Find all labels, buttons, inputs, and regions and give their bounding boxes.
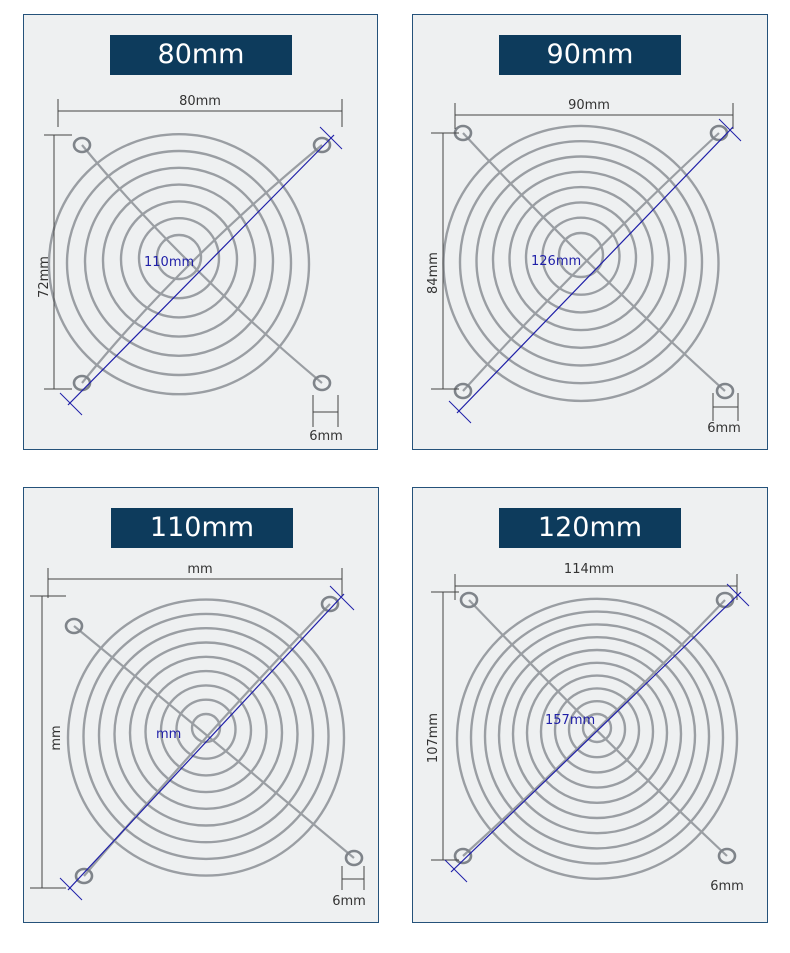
diagonal-tick-top — [319, 126, 343, 150]
guard-ring — [557, 231, 605, 279]
guard-ring — [469, 610, 725, 865]
diagonal-tick-bottom — [59, 877, 83, 901]
mounting-eyelet — [453, 382, 473, 400]
guard-ring — [144, 669, 268, 794]
guard-rings — [455, 597, 739, 881]
guard-ring — [524, 201, 638, 314]
diagonal-tick-top — [718, 118, 742, 142]
mounting-eyelet — [715, 382, 735, 400]
mounting-eyelet — [312, 136, 332, 154]
width-label: mm — [187, 562, 212, 577]
guard-spokes — [64, 595, 364, 885]
diagonal-tick-top — [726, 583, 750, 607]
guard-ring — [525, 661, 669, 805]
diagonal-dimension-line — [450, 591, 742, 873]
height-label: 72mm — [37, 256, 52, 298]
guard-ring — [511, 648, 683, 820]
guard-ring — [113, 641, 299, 827]
diagonal-tick-bottom — [59, 392, 83, 416]
guard-ring — [491, 170, 671, 350]
diagonal-tick-bottom — [448, 400, 472, 424]
guard-spokes — [453, 124, 735, 400]
guard-ring — [497, 635, 697, 835]
diagonal-dimension-line — [67, 593, 345, 891]
diagonal-label: 110mm — [144, 255, 194, 270]
mounting-eyelet — [453, 847, 473, 865]
guard-ring — [83, 166, 275, 358]
guard-ring — [128, 655, 284, 811]
size-title-banner: 110mm — [111, 508, 293, 548]
fan-guard-80mm-panel: 80mm 80mm 72mm 110mm 6mm — [23, 14, 378, 450]
width-label: 90mm — [568, 98, 610, 113]
size-title-banner: 80mm — [110, 35, 292, 75]
guard-ring — [483, 623, 711, 850]
guard-ring — [553, 687, 641, 774]
width-label: 80mm — [179, 94, 221, 109]
mounting-eyelet — [344, 849, 364, 867]
guard-ring — [175, 698, 237, 760]
fan-guard-110mm-panel: 110mm mm mm mm 6mm — [23, 487, 379, 923]
guard-ring — [508, 185, 654, 332]
mounting-eyelet — [717, 847, 737, 865]
height-label: 107mm — [426, 713, 441, 763]
guard-spoke — [81, 144, 323, 384]
diagonal-label: 157mm — [545, 713, 595, 728]
mounting-eyelet — [459, 591, 479, 609]
guard-ring — [119, 200, 239, 319]
mounting-eyelet — [312, 374, 332, 392]
guard-ring — [66, 598, 346, 877]
diagonal-dimension-line — [67, 134, 335, 406]
fan-guard-diagram: 114mm 107mm 157mm 6mm — [426, 562, 750, 894]
fan-guard-120mm-panel: 120mm 114mm 107mm 157mm 6mm — [412, 487, 768, 923]
fan-guard-90mm-panel: 90mm 90mm 84mm 126mm 6mm — [412, 14, 768, 450]
guard-ring — [137, 216, 221, 300]
guard-rings — [66, 598, 346, 877]
guard-ring — [82, 612, 330, 861]
fan-guard-diagram: 90mm 84mm 126mm 6mm — [426, 98, 742, 436]
hole-label: 6mm — [309, 429, 343, 444]
guard-ring — [97, 626, 315, 844]
guard-rings — [47, 132, 311, 396]
fan-guard-diagram: 80mm 72mm 110mm 6mm — [37, 94, 343, 444]
mounting-eyelet — [74, 867, 94, 885]
guard-spokes — [453, 591, 737, 865]
guard-ring — [155, 233, 203, 281]
mounting-eyelet — [64, 617, 84, 635]
guard-ring — [581, 712, 613, 744]
guard-ring — [539, 674, 655, 789]
hole-label: 6mm — [710, 879, 744, 894]
diagonal-tick-top — [329, 585, 355, 611]
height-label: mm — [49, 725, 64, 750]
size-title-banner: 90mm — [499, 35, 681, 75]
mounting-eyelet — [72, 136, 92, 154]
guard-ring — [541, 216, 621, 296]
guard-ring — [458, 139, 704, 385]
height-label: 84mm — [426, 252, 441, 294]
guard-ring — [455, 597, 739, 881]
diagonal-label: 126mm — [531, 254, 581, 269]
guard-ring — [159, 684, 253, 777]
diagonal-dimension-line — [456, 126, 734, 414]
guard-ring — [65, 149, 293, 377]
guard-ring — [475, 155, 687, 367]
guard-ring — [47, 132, 311, 396]
guard-ring — [567, 699, 627, 759]
guard-spoke — [83, 603, 331, 877]
mounting-eyelet — [320, 595, 340, 613]
guard-spoke — [462, 599, 726, 857]
guard-spoke — [462, 132, 720, 392]
guard-spoke — [81, 144, 323, 384]
hole-label: 6mm — [707, 421, 741, 436]
diagonal-label: mm — [156, 727, 181, 742]
size-title-banner: 120mm — [499, 508, 681, 548]
fan-guard-diagram: mm mm mm 6mm — [30, 562, 366, 909]
diagonal-tick-bottom — [444, 859, 468, 883]
guard-ring — [101, 183, 257, 338]
hole-label: 6mm — [332, 894, 366, 909]
width-label: 114mm — [564, 562, 614, 577]
